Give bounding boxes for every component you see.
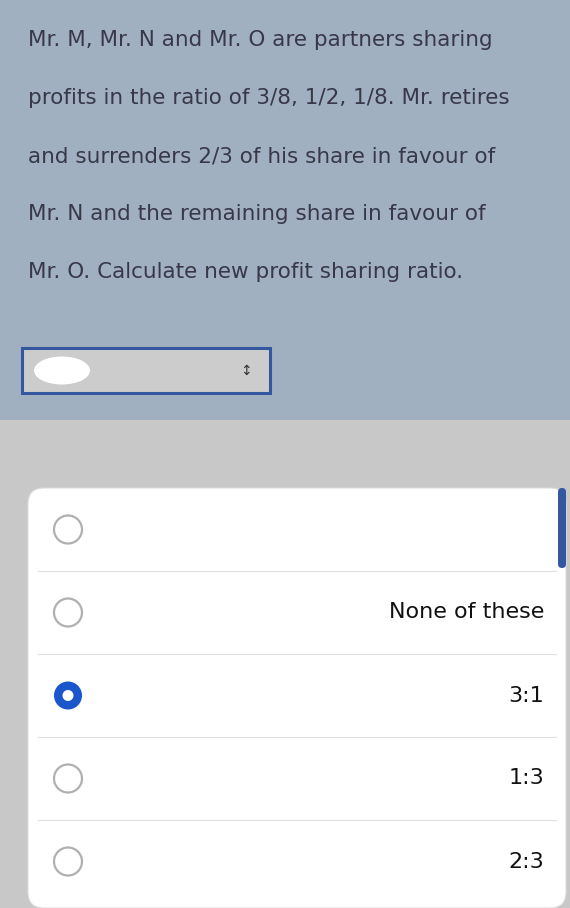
Text: Mr. N and the remaining share in favour of: Mr. N and the remaining share in favour … (28, 204, 486, 224)
FancyBboxPatch shape (22, 348, 270, 393)
Circle shape (54, 516, 82, 544)
Circle shape (54, 847, 82, 875)
Text: None of these: None of these (389, 603, 544, 623)
FancyBboxPatch shape (28, 488, 566, 908)
FancyBboxPatch shape (0, 0, 570, 420)
Circle shape (63, 690, 74, 701)
Circle shape (54, 765, 82, 793)
Text: ↕: ↕ (240, 363, 252, 378)
Text: 2:3: 2:3 (508, 852, 544, 872)
Text: 1:3: 1:3 (508, 768, 544, 788)
Text: Mr. O. Calculate new profit sharing ratio.: Mr. O. Calculate new profit sharing rati… (28, 262, 463, 282)
FancyBboxPatch shape (558, 488, 566, 568)
Text: profits in the ratio of 3/8, 1/2, 1/8. Mr. retires: profits in the ratio of 3/8, 1/2, 1/8. M… (28, 88, 510, 108)
Text: Mr. M, Mr. N and Mr. O are partners sharing: Mr. M, Mr. N and Mr. O are partners shar… (28, 30, 492, 50)
Text: 3:1: 3:1 (508, 686, 544, 706)
Circle shape (54, 598, 82, 627)
Text: and surrenders 2/3 of his share in favour of: and surrenders 2/3 of his share in favou… (28, 146, 495, 166)
Ellipse shape (34, 357, 90, 384)
Circle shape (54, 682, 82, 709)
